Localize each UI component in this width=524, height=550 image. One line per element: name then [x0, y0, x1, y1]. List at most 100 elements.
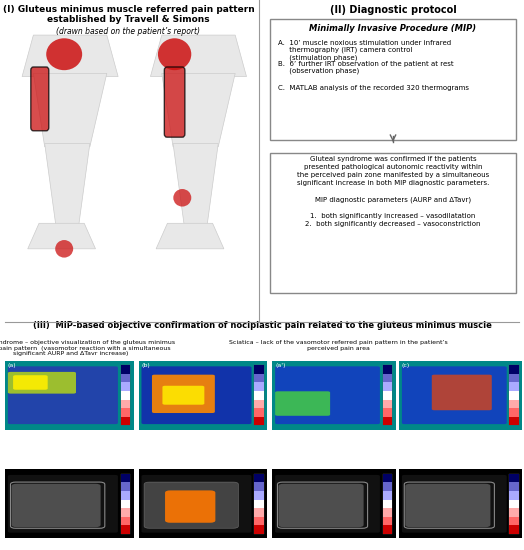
Text: (b): (b): [141, 363, 150, 368]
FancyBboxPatch shape: [144, 482, 238, 529]
FancyBboxPatch shape: [121, 365, 130, 425]
FancyBboxPatch shape: [402, 366, 507, 424]
FancyBboxPatch shape: [121, 408, 130, 417]
FancyBboxPatch shape: [509, 482, 519, 491]
FancyBboxPatch shape: [509, 516, 519, 525]
FancyBboxPatch shape: [254, 474, 264, 534]
FancyBboxPatch shape: [254, 525, 264, 534]
FancyBboxPatch shape: [275, 391, 330, 416]
Text: Minimally Invasive Procedure (MIP): Minimally Invasive Procedure (MIP): [310, 24, 476, 33]
FancyBboxPatch shape: [5, 469, 134, 538]
FancyBboxPatch shape: [121, 516, 130, 525]
FancyBboxPatch shape: [432, 375, 492, 410]
FancyBboxPatch shape: [254, 499, 264, 508]
Polygon shape: [162, 73, 235, 147]
FancyBboxPatch shape: [383, 365, 392, 425]
Text: (a'): (a'): [275, 363, 286, 368]
Text: B.  6’ further IRT observation of the patient at rest
     (observation phase): B. 6’ further IRT observation of the pat…: [278, 60, 453, 74]
Polygon shape: [45, 144, 90, 227]
FancyBboxPatch shape: [162, 386, 204, 405]
Text: (c): (c): [402, 363, 410, 368]
FancyBboxPatch shape: [275, 366, 380, 424]
FancyBboxPatch shape: [509, 417, 519, 425]
FancyBboxPatch shape: [383, 365, 392, 374]
FancyBboxPatch shape: [254, 365, 264, 374]
FancyBboxPatch shape: [383, 491, 392, 499]
FancyBboxPatch shape: [254, 474, 264, 482]
FancyBboxPatch shape: [402, 475, 507, 532]
Polygon shape: [28, 223, 95, 249]
Ellipse shape: [158, 39, 191, 70]
FancyBboxPatch shape: [270, 19, 516, 140]
FancyBboxPatch shape: [272, 361, 396, 430]
FancyBboxPatch shape: [509, 474, 519, 482]
FancyBboxPatch shape: [31, 67, 49, 131]
FancyBboxPatch shape: [383, 474, 392, 482]
FancyBboxPatch shape: [254, 408, 264, 417]
Text: (drawn based on the patient’s report): (drawn based on the patient’s report): [57, 27, 200, 36]
FancyBboxPatch shape: [121, 508, 130, 516]
FancyBboxPatch shape: [275, 475, 380, 532]
FancyBboxPatch shape: [383, 525, 392, 534]
Text: A.  10’ muscle noxious stimulation under infrared
     thermography (IRT) camera: A. 10’ muscle noxious stimulation under …: [278, 40, 451, 61]
FancyBboxPatch shape: [165, 67, 185, 137]
FancyBboxPatch shape: [121, 474, 130, 482]
FancyBboxPatch shape: [509, 399, 519, 408]
Polygon shape: [150, 35, 246, 76]
FancyBboxPatch shape: [509, 491, 519, 499]
Polygon shape: [156, 223, 224, 249]
Polygon shape: [34, 73, 107, 147]
FancyBboxPatch shape: [254, 516, 264, 525]
Polygon shape: [22, 35, 118, 76]
FancyBboxPatch shape: [383, 474, 392, 534]
FancyBboxPatch shape: [121, 491, 130, 499]
Ellipse shape: [46, 39, 82, 70]
FancyBboxPatch shape: [139, 469, 267, 538]
Text: (I) Gluteus minimus muscle referred pain pattern
established by Travell & Simons: (I) Gluteus minimus muscle referred pain…: [3, 5, 254, 24]
FancyBboxPatch shape: [141, 366, 252, 424]
FancyBboxPatch shape: [509, 408, 519, 417]
FancyBboxPatch shape: [254, 391, 264, 399]
FancyBboxPatch shape: [12, 484, 101, 527]
FancyBboxPatch shape: [8, 366, 118, 424]
FancyBboxPatch shape: [383, 508, 392, 516]
FancyBboxPatch shape: [383, 417, 392, 425]
Text: Gluteal syndrome – objective visualization of the gluteus minimus
referred pain : Gluteal syndrome – objective visualizati…: [0, 340, 175, 356]
FancyBboxPatch shape: [121, 391, 130, 399]
FancyBboxPatch shape: [254, 374, 264, 382]
Polygon shape: [173, 144, 218, 227]
FancyBboxPatch shape: [509, 508, 519, 516]
Text: (III)  MIP-based objective confirmation of nociplastic pain related to the glute: (III) MIP-based objective confirmation o…: [32, 321, 492, 331]
FancyBboxPatch shape: [165, 491, 215, 522]
FancyBboxPatch shape: [405, 484, 490, 527]
FancyBboxPatch shape: [383, 382, 392, 391]
FancyBboxPatch shape: [509, 525, 519, 534]
FancyBboxPatch shape: [509, 365, 519, 374]
FancyBboxPatch shape: [121, 499, 130, 508]
FancyBboxPatch shape: [13, 375, 48, 390]
FancyBboxPatch shape: [383, 408, 392, 417]
Text: Gluteal syndrome was confirmed if the patients
presented pathological autonomic : Gluteal syndrome was confirmed if the pa…: [297, 156, 489, 227]
FancyBboxPatch shape: [383, 399, 392, 408]
FancyBboxPatch shape: [254, 491, 264, 499]
FancyBboxPatch shape: [121, 482, 130, 491]
Text: C.  MATLAB analysis of the recorded 320 thermograms: C. MATLAB analysis of the recorded 320 t…: [278, 85, 469, 91]
FancyBboxPatch shape: [141, 475, 252, 532]
Ellipse shape: [173, 189, 191, 207]
FancyBboxPatch shape: [383, 374, 392, 382]
FancyBboxPatch shape: [383, 499, 392, 508]
FancyBboxPatch shape: [254, 365, 264, 425]
FancyBboxPatch shape: [383, 391, 392, 399]
FancyBboxPatch shape: [509, 474, 519, 534]
FancyBboxPatch shape: [509, 374, 519, 382]
FancyBboxPatch shape: [399, 361, 522, 430]
FancyBboxPatch shape: [278, 484, 364, 527]
FancyBboxPatch shape: [121, 525, 130, 534]
FancyBboxPatch shape: [121, 365, 130, 374]
FancyBboxPatch shape: [270, 153, 516, 294]
FancyBboxPatch shape: [509, 499, 519, 508]
FancyBboxPatch shape: [139, 361, 267, 430]
Text: Sciatica – lack of the vasomotor referred pain pattern in the patient’s
perceive: Sciatica – lack of the vasomotor referre…: [228, 340, 447, 350]
FancyBboxPatch shape: [121, 474, 130, 534]
FancyBboxPatch shape: [8, 372, 76, 394]
